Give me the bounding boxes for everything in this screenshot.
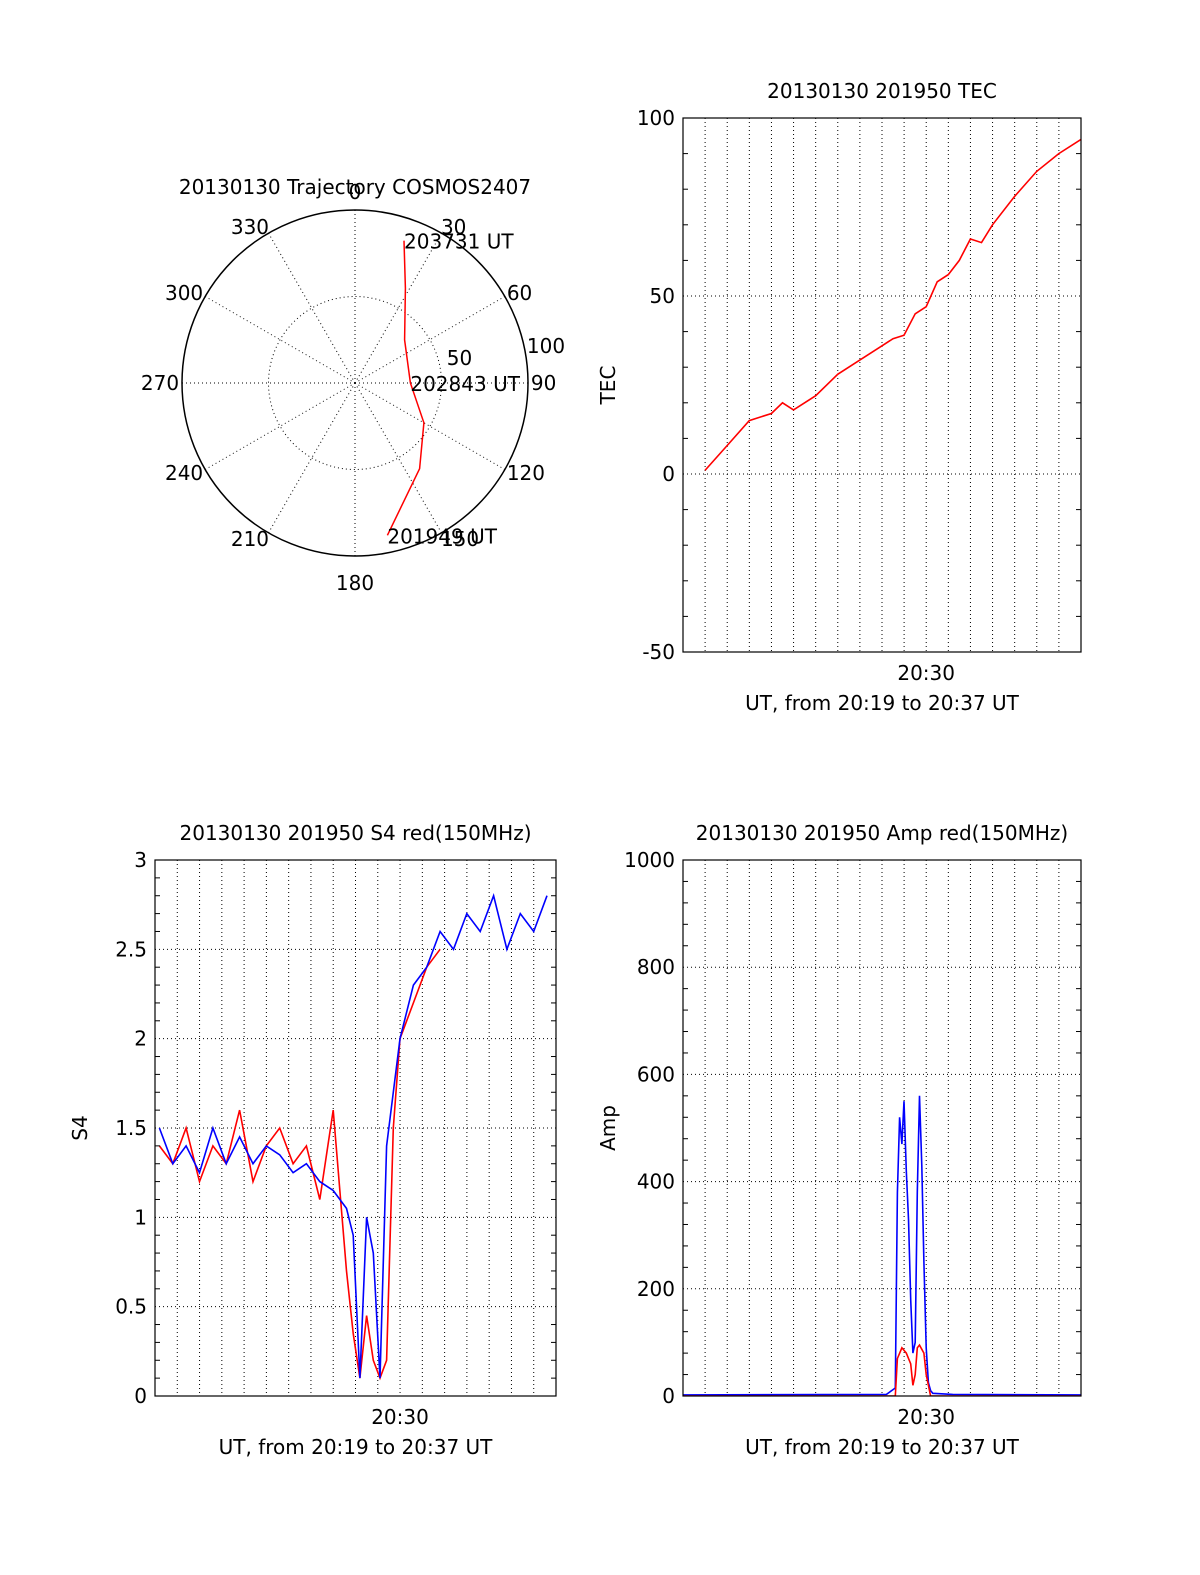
angle-label: 240: [165, 461, 203, 485]
trajectory-line: [386, 240, 425, 536]
y-tick-label: 1.5: [115, 1116, 147, 1140]
y-tick-label: 2.5: [115, 937, 147, 961]
radial-grid-ring: [268, 296, 442, 470]
y-tick-label: 0: [662, 462, 675, 486]
azimuth-spoke: [204, 296, 356, 384]
y-axis-label: TEC: [596, 366, 620, 406]
angle-label: 90: [531, 371, 556, 395]
chart-title: 20130130 201950 Amp red(150MHz): [696, 821, 1068, 845]
plot-frame: [682, 117, 1082, 653]
amp-series-blue: [683, 1095, 1081, 1396]
angle-label: 0: [349, 180, 362, 204]
y-axis-label: S4: [68, 1115, 92, 1140]
azimuth-spoke: [204, 382, 356, 470]
y-tick-label: 0.5: [115, 1295, 147, 1319]
y-tick-label: 1: [134, 1205, 147, 1229]
y-axis-label: Amp: [596, 1105, 620, 1151]
angle-label: 30: [441, 215, 466, 239]
plot-frame: [682, 859, 1082, 1397]
y-tick-label: 200: [637, 1277, 675, 1301]
angle-label: 300: [165, 281, 203, 305]
outer-ring: [181, 209, 529, 557]
x-axis-label: UT, from 20:19 to 20:37 UT: [745, 1435, 1020, 1459]
amp-chart: 0 200 400 600 800 1000 20:30 20130130 201950 Am…: [596, 821, 1082, 1459]
trajectory-chart: 0 30 60 90 120 150 180 210 240 270 300 330 50 100 2037…: [141, 175, 565, 595]
s4-series-blue: [158, 893, 548, 1379]
time-label: 203731 UT: [404, 230, 514, 254]
y-tick-label: 400: [637, 1170, 675, 1194]
y-tick-label: 800: [637, 955, 675, 979]
angle-label: 330: [231, 215, 269, 239]
y-tick-label: 3: [134, 848, 147, 872]
radial-tick-label: 100: [527, 334, 565, 358]
y-tick-label: 1000: [624, 848, 675, 872]
tec-chart: -50 0 50 100 20:30 20130130 201950 TEC UT, fro…: [596, 79, 1082, 715]
azimuth-spoke: [354, 382, 506, 470]
y-tick-label: -50: [642, 640, 675, 664]
s4-series-red: [158, 948, 441, 1381]
x-axis-label: UT, from 20:19 to 20:37 UT: [219, 1435, 494, 1459]
time-label: 201949 UT: [387, 524, 497, 548]
angle-label: 210: [231, 527, 269, 551]
y-tick-label: 50: [650, 284, 675, 308]
azimuth-spoke: [268, 232, 356, 384]
azimuth-spoke: [354, 296, 506, 384]
angle-label: 120: [507, 461, 545, 485]
time-label: 202843 UT: [410, 372, 520, 396]
angle-label: 270: [141, 371, 179, 395]
y-tick-label: 0: [134, 1384, 147, 1408]
y-tick-label: 2: [134, 1027, 147, 1051]
amp-series-red: [683, 1343, 1081, 1396]
x-tick-label: 20:30: [897, 1405, 955, 1429]
azimuth-spoke: [354, 232, 442, 384]
y-tick-label: 600: [637, 1062, 675, 1086]
angle-label: 60: [507, 281, 532, 305]
s4-chart: 0 0.5 1 1.5 2 2.5 3 20:30 20130130 201950 S4 red…: [68, 821, 557, 1459]
chart-title: 20130130 201950 S4 red(150MHz): [180, 821, 532, 845]
chart-title: 20130130 Trajectory COSMOS2407: [179, 175, 531, 199]
chart-title: 20130130 201950 TEC: [767, 79, 997, 103]
azimuth-spoke: [268, 382, 356, 534]
tec-series-red: [704, 138, 1081, 471]
azimuth-spoke: [354, 382, 442, 534]
y-tick-label: 100: [637, 106, 675, 130]
plot-frame: [154, 859, 557, 1397]
angle-label: 180: [336, 571, 374, 595]
x-axis-label: UT, from 20:19 to 20:37 UT: [745, 691, 1020, 715]
y-tick-label: 0: [662, 1384, 675, 1408]
angle-label: 150: [441, 527, 479, 551]
x-tick-label: 20:30: [371, 1405, 429, 1429]
radial-tick-label: 50: [447, 346, 472, 370]
x-tick-label: 20:30: [897, 661, 955, 685]
